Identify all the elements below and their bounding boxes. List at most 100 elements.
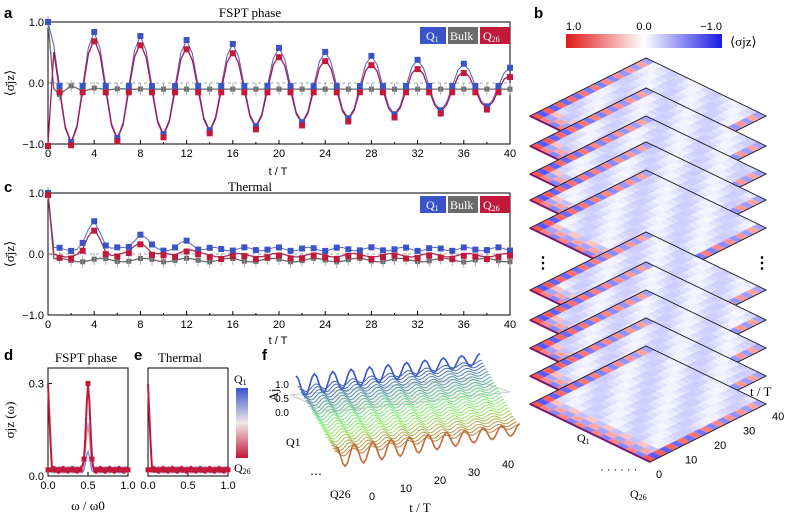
heatmap-cell (579, 300, 594, 308)
heatmap-cell (639, 334, 655, 343)
heatmap-cell (677, 193, 692, 201)
heatmap-cell (677, 341, 692, 349)
panel-a: a FSPT phase −1.00.01.0 0 4 8 12 16 20 24 28 32 3… (2, 5, 516, 178)
heatmap-cell (720, 362, 735, 370)
ellipsis-left: ⋮ (535, 255, 551, 272)
heatmap-cell (637, 151, 652, 159)
heatmap-cell (588, 344, 603, 352)
heatmap-cell (617, 69, 632, 77)
waterfall-line (326, 410, 511, 443)
heatmap-cell (651, 273, 666, 281)
heatmap-cell (728, 383, 743, 391)
heatmap-cell (625, 185, 640, 193)
q26-point (56, 89, 63, 96)
heatmap-cell (674, 186, 689, 194)
heatmap-cell (668, 309, 684, 317)
heatmap-cell (685, 186, 700, 194)
heatmap-cell (705, 423, 720, 431)
heatmap-cell (581, 249, 596, 257)
q1-point (414, 56, 421, 63)
heatmap-cell (582, 375, 597, 383)
heatmap-cell (725, 359, 741, 367)
heatmap-cell (654, 188, 669, 196)
heatmap-cell (722, 193, 738, 201)
heatmap-t-tick: 20 (714, 440, 726, 452)
heatmap-cell (596, 262, 611, 270)
heatmap-cell (570, 238, 585, 246)
heatmap-cell (651, 329, 666, 337)
heatmap-cell (659, 412, 674, 420)
heatmap-cell (731, 317, 746, 325)
heatmap-cell (576, 89, 591, 97)
q1-point (114, 135, 121, 142)
heatmap-cell (538, 377, 553, 385)
heatmap-cell (660, 73, 675, 81)
heatmap-cell (644, 428, 660, 436)
heatmap-cell (719, 323, 735, 331)
q26-point (345, 118, 352, 125)
q26-point (322, 254, 329, 261)
heatmap-cell (596, 200, 611, 208)
q26-point (160, 252, 167, 259)
heatmap-cell (634, 118, 649, 126)
heatmap-cell (611, 304, 626, 312)
heatmap-cell (728, 207, 743, 215)
heatmap-cell (651, 346, 666, 354)
heatmap-cell (605, 335, 620, 343)
heatmap-cell (702, 240, 717, 248)
xtick-label: 40 (504, 148, 516, 160)
heatmap-cell (717, 224, 732, 232)
heatmap-cell (660, 277, 675, 285)
heatmap-cell (720, 132, 735, 140)
heatmap-cell (740, 201, 755, 209)
heatmap-cell (657, 270, 672, 278)
heatmap-cell (697, 356, 712, 364)
heatmap-cell (659, 264, 675, 272)
heatmap-cell (615, 442, 631, 450)
heatmap-cell (653, 398, 669, 406)
heatmap-cell (674, 132, 689, 140)
heatmap-cell (572, 245, 588, 253)
heatmap-cell (743, 367, 758, 375)
heatmap-cell (665, 358, 681, 366)
spectrum-point (125, 467, 131, 473)
heatmap-cell (688, 92, 703, 100)
heatmap-cell (627, 419, 642, 427)
heatmap-cell (582, 347, 597, 355)
heatmap-cell (550, 195, 565, 203)
heatmap-cell (728, 190, 744, 198)
heatmap-cell (662, 209, 677, 217)
heatmap-cell (648, 92, 664, 100)
heatmap-cell (587, 333, 603, 341)
heatmap-cell (576, 119, 591, 127)
heatmap-cell (725, 129, 741, 137)
heatmap-cell (550, 399, 565, 407)
heatmap-cell (691, 303, 706, 311)
heatmap-cell (570, 352, 585, 360)
colorbar-tick-1: 1.0 (566, 21, 581, 33)
heatmap-cell (651, 215, 666, 223)
heatmap-cell (711, 244, 726, 252)
heatmap-cell (639, 203, 655, 212)
heatmap-cell (697, 126, 712, 134)
heatmap-cell (639, 379, 655, 388)
heatmap-cell (613, 311, 629, 319)
heatmap-cell (541, 281, 556, 289)
heatmap-cell (555, 396, 571, 404)
q1-point (114, 244, 121, 251)
heatmap-cell (584, 354, 600, 362)
heatmap-cell (638, 430, 654, 438)
heatmap-cell (607, 421, 622, 429)
legend-q1-box (420, 27, 446, 44)
heatmap-cell (740, 291, 755, 299)
heatmap-cell (699, 215, 715, 224)
heatmap-cell (734, 187, 749, 195)
heatmap-cell (616, 170, 632, 178)
heatmap-cell (660, 361, 675, 369)
heatmap-cell (608, 166, 623, 174)
heatmap-cell (604, 238, 619, 246)
q1-point (206, 127, 213, 134)
heatmap-cell (596, 146, 611, 154)
heatmap-cell (639, 362, 655, 371)
heatmap-cell (636, 423, 651, 431)
